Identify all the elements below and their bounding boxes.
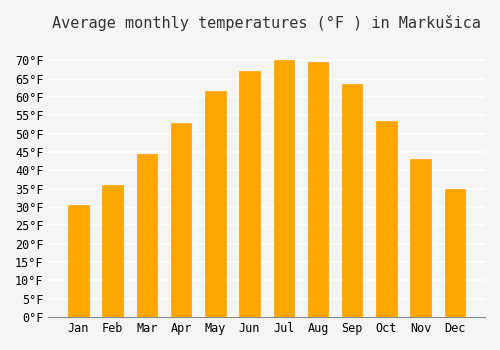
Bar	[410, 159, 431, 317]
Bar	[308, 62, 328, 317]
Bar	[376, 121, 396, 317]
Bar	[342, 84, 362, 317]
Title: Average monthly temperatures (°F ) in Markušica: Average monthly temperatures (°F ) in Ma…	[52, 15, 481, 31]
Bar	[240, 71, 260, 317]
Bar	[205, 91, 226, 317]
Bar	[444, 189, 465, 317]
Bar	[171, 122, 192, 317]
Bar	[102, 185, 123, 317]
Bar	[274, 60, 294, 317]
Bar	[68, 205, 88, 317]
Bar	[136, 154, 157, 317]
